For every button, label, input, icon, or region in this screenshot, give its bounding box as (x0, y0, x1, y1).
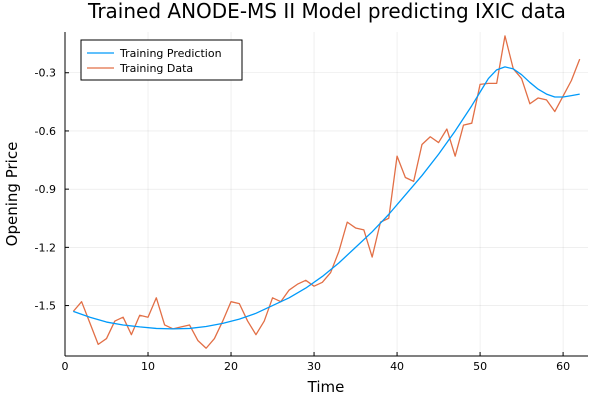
y-ticks: -1.5 -1.2 -0.9 -0.6 -0.3 (35, 67, 69, 313)
axes (64, 32, 588, 357)
grid (64, 32, 588, 356)
x-tick-label: 40 (390, 360, 404, 373)
x-tick-label: 0 (62, 360, 69, 373)
y-axis-label: Opening Price (3, 142, 21, 247)
x-tick-label: 60 (556, 360, 570, 373)
x-tick-label: 50 (473, 360, 487, 373)
legend-label-training-prediction: Training Prediction (119, 47, 222, 60)
x-axis-label: Time (307, 378, 345, 396)
x-tick-label: 10 (141, 360, 155, 373)
y-tick-label: -0.9 (35, 183, 56, 196)
legend: Training Prediction Training Data (80, 39, 243, 81)
chart-title: Trained ANODE-MS II Model predicting IXI… (87, 0, 566, 23)
y-tick-label: -1.5 (35, 300, 56, 313)
series-line-training-data (72, 35, 581, 349)
x-tick-label: 20 (224, 360, 238, 373)
y-tick-label: -0.3 (35, 67, 56, 80)
plot-area (72, 35, 581, 349)
y-tick-label: -0.6 (35, 125, 56, 138)
series-line-training-prediction (73, 66, 580, 330)
legend-box (80, 39, 243, 81)
legend-label-training-data: Training Data (119, 62, 193, 75)
x-ticks: 0 10 20 30 40 50 60 (62, 352, 570, 373)
x-tick-label: 30 (307, 360, 321, 373)
y-tick-label: -1.2 (35, 241, 56, 254)
